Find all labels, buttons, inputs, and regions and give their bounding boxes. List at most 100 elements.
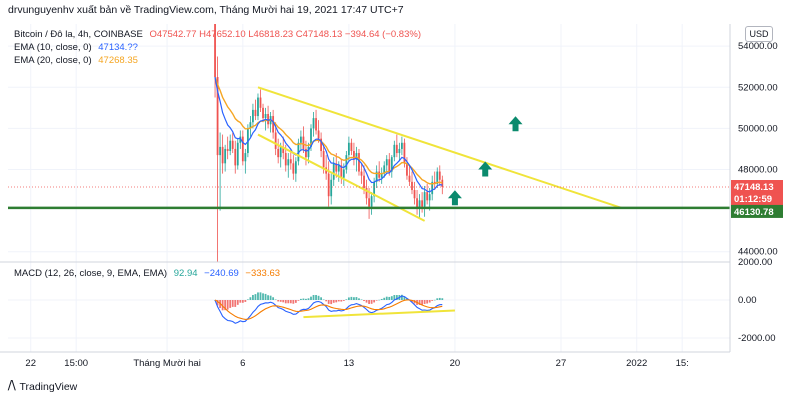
currency-badge[interactable]: USD xyxy=(745,26,773,42)
candle-body[interactable] xyxy=(373,181,376,197)
candle-body[interactable] xyxy=(340,165,343,178)
macd-trendline[interactable] xyxy=(303,309,455,319)
candle-body[interactable] xyxy=(320,138,322,151)
candle-body[interactable] xyxy=(416,198,418,209)
candle-body[interactable] xyxy=(332,163,335,180)
candle-body[interactable] xyxy=(254,109,257,117)
candle-body[interactable] xyxy=(350,142,353,151)
candle-body[interactable] xyxy=(418,200,421,209)
candle-body[interactable] xyxy=(408,175,411,182)
legend-macd[interactable]: MACD (12, 26, close, 9, EMA, EMA) 92.94 … xyxy=(14,268,284,279)
candle-body[interactable] xyxy=(365,188,368,199)
candle-body[interactable] xyxy=(305,148,307,158)
candle-body[interactable] xyxy=(315,118,317,131)
legend-symbol[interactable]: Bitcoin / Đô la, 4h, COINBASE O47542.77 … xyxy=(14,29,425,40)
candle-body[interactable] xyxy=(428,194,431,201)
candle-body[interactable] xyxy=(393,144,396,158)
candle-body[interactable] xyxy=(380,173,383,178)
candle-body[interactable] xyxy=(345,155,348,170)
candle-body[interactable] xyxy=(216,77,219,156)
legend-ema20[interactable]: EMA (20, close, 0) 47268.35 xyxy=(14,55,142,66)
candle-body[interactable] xyxy=(438,171,441,180)
candle-body[interactable] xyxy=(335,163,338,172)
candle-body[interactable] xyxy=(426,192,429,201)
candle-body[interactable] xyxy=(236,142,239,166)
candle-body[interactable] xyxy=(337,165,340,172)
candle-body[interactable] xyxy=(264,114,267,119)
candle-body[interactable] xyxy=(330,179,333,197)
candle-body[interactable] xyxy=(433,181,436,184)
candle-body[interactable] xyxy=(241,136,244,162)
candle-body[interactable] xyxy=(421,200,423,207)
candle-body[interactable] xyxy=(310,128,312,147)
up-arrow-icon[interactable] xyxy=(447,190,462,206)
candle-body[interactable] xyxy=(342,169,345,178)
candle-body[interactable] xyxy=(368,198,370,207)
candle-body[interactable] xyxy=(388,159,391,172)
candle-body[interactable] xyxy=(262,107,264,119)
candle-body[interactable] xyxy=(257,97,259,117)
candle-body[interactable] xyxy=(224,148,227,164)
candle-body[interactable] xyxy=(363,175,365,188)
candle-body[interactable] xyxy=(413,190,416,199)
candle-body[interactable] xyxy=(249,122,252,129)
candle-body[interactable] xyxy=(234,148,237,166)
candle-body[interactable] xyxy=(302,136,305,149)
candle-body[interactable] xyxy=(221,146,224,164)
up-arrow-icon[interactable] xyxy=(478,161,493,177)
candle-body[interactable] xyxy=(287,159,290,166)
candle-body[interactable] xyxy=(219,146,221,156)
candle-body[interactable] xyxy=(403,142,406,164)
candle-body[interactable] xyxy=(383,165,386,174)
candle-body[interactable] xyxy=(277,148,280,158)
candle-body[interactable] xyxy=(370,196,373,207)
candle-body[interactable] xyxy=(272,116,275,133)
candle-body[interactable] xyxy=(431,181,434,195)
candle-body[interactable] xyxy=(395,144,398,154)
candle-body[interactable] xyxy=(279,146,282,158)
candle-body[interactable] xyxy=(401,142,403,149)
candle-body[interactable] xyxy=(355,153,358,160)
candle-body[interactable] xyxy=(353,151,355,160)
candle-body[interactable] xyxy=(398,148,401,154)
candle-body[interactable] xyxy=(385,159,388,166)
candle-body[interactable] xyxy=(267,114,269,125)
price-pane[interactable] xyxy=(8,0,730,293)
candle-body[interactable] xyxy=(358,153,360,172)
candle-body[interactable] xyxy=(307,146,310,158)
candle-body[interactable] xyxy=(289,159,292,164)
candle-body[interactable] xyxy=(231,140,234,149)
wedge-lower-trendline[interactable] xyxy=(257,133,426,222)
candle-body[interactable] xyxy=(284,153,287,166)
candle-body[interactable] xyxy=(317,130,320,139)
candle-body[interactable] xyxy=(375,171,378,182)
candle-body[interactable] xyxy=(229,140,232,151)
wedge-upper-trendline[interactable] xyxy=(257,86,622,209)
candle-body[interactable] xyxy=(252,109,254,123)
candle-body[interactable] xyxy=(294,161,297,174)
candle-body[interactable] xyxy=(436,171,439,184)
macd-pane[interactable] xyxy=(214,292,455,324)
candle-body[interactable] xyxy=(347,142,350,156)
candle-body[interactable] xyxy=(282,146,285,154)
legend-ema10[interactable]: EMA (10, close, 0) 47134.?? xyxy=(14,42,142,53)
candle-body[interactable] xyxy=(378,171,381,178)
candle-body[interactable] xyxy=(322,151,325,168)
candle-body[interactable] xyxy=(274,132,277,149)
candle-body[interactable] xyxy=(423,192,426,207)
candle-body[interactable] xyxy=(244,153,247,162)
candle-body[interactable] xyxy=(441,179,444,188)
candle-body[interactable] xyxy=(292,163,295,174)
candle-body[interactable] xyxy=(226,148,229,151)
candle-body[interactable] xyxy=(327,173,330,197)
candle-body[interactable] xyxy=(390,157,393,172)
candle-body[interactable] xyxy=(360,171,363,176)
candle-body[interactable] xyxy=(214,0,216,77)
candle-body[interactable] xyxy=(411,181,413,191)
candle-body[interactable] xyxy=(300,136,302,143)
candle-body[interactable] xyxy=(259,97,262,108)
candle-body[interactable] xyxy=(406,163,408,176)
candle-body[interactable] xyxy=(239,136,242,143)
candle-body[interactable] xyxy=(312,118,315,129)
